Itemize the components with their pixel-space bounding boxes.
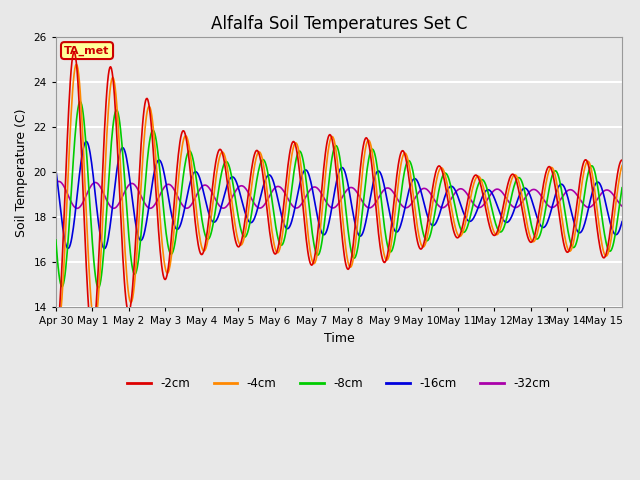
-16cm	[83, 139, 90, 144]
-2cm	[52, 334, 60, 339]
-32cm	[593, 197, 601, 203]
Line: -32cm: -32cm	[56, 181, 622, 208]
-16cm	[593, 180, 601, 185]
Legend: -2cm, -4cm, -8cm, -16cm, -32cm: -2cm, -4cm, -8cm, -16cm, -32cm	[123, 372, 556, 395]
Line: -8cm: -8cm	[56, 102, 622, 288]
-2cm	[618, 157, 626, 163]
-16cm	[481, 189, 489, 195]
-16cm	[52, 166, 60, 172]
-32cm	[74, 205, 81, 211]
-2cm	[225, 190, 232, 196]
-4cm	[52, 311, 60, 317]
-4cm	[340, 224, 348, 230]
-32cm	[225, 200, 233, 205]
-8cm	[574, 234, 582, 240]
-2cm	[176, 140, 184, 145]
-16cm	[618, 219, 626, 225]
-16cm	[225, 177, 233, 183]
-2cm	[593, 218, 600, 224]
-8cm	[95, 285, 102, 291]
-16cm	[177, 221, 184, 227]
-32cm	[55, 179, 63, 184]
-2cm	[573, 199, 581, 204]
-4cm	[481, 192, 489, 197]
-2cm	[481, 199, 488, 204]
Line: -16cm: -16cm	[56, 142, 622, 249]
-32cm	[618, 203, 626, 209]
-4cm	[54, 321, 62, 327]
-8cm	[618, 185, 626, 191]
-32cm	[574, 193, 582, 199]
-4cm	[593, 205, 601, 211]
Text: TA_met: TA_met	[65, 46, 109, 56]
-8cm	[76, 99, 84, 105]
-4cm	[177, 155, 184, 161]
-4cm	[618, 163, 626, 168]
-32cm	[340, 192, 348, 198]
-8cm	[177, 195, 184, 201]
-2cm	[339, 240, 347, 246]
-4cm	[574, 211, 582, 216]
Line: -2cm: -2cm	[56, 52, 622, 336]
-8cm	[52, 237, 60, 243]
-32cm	[481, 200, 489, 206]
-4cm	[72, 61, 80, 67]
-2cm	[70, 49, 78, 55]
-16cm	[340, 166, 348, 172]
-4cm	[225, 179, 233, 184]
-8cm	[225, 164, 233, 170]
-16cm	[574, 229, 582, 235]
-32cm	[52, 180, 60, 186]
-8cm	[340, 184, 348, 190]
-16cm	[100, 246, 108, 252]
X-axis label: Time: Time	[324, 332, 355, 345]
-8cm	[481, 180, 489, 186]
Title: Alfalfa Soil Temperatures Set C: Alfalfa Soil Temperatures Set C	[211, 15, 467, 33]
Y-axis label: Soil Temperature (C): Soil Temperature (C)	[15, 108, 28, 237]
Line: -4cm: -4cm	[56, 64, 622, 324]
-32cm	[177, 199, 184, 205]
-8cm	[593, 180, 601, 185]
